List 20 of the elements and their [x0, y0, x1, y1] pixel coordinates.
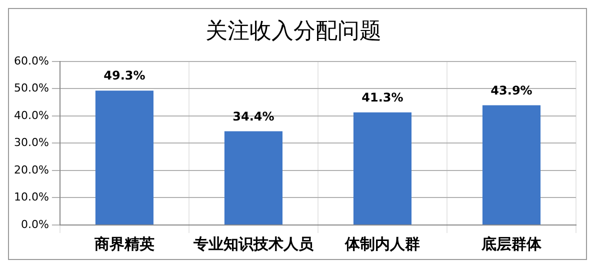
x-tick-label: 专业知识技术人员	[192, 234, 314, 253]
chart-title: 关注收入分配问题	[206, 18, 382, 44]
x-tick-label: 商界精英	[93, 234, 154, 253]
bar	[353, 112, 412, 224]
data-label: 43.9%	[490, 83, 532, 98]
data-label: 49.3%	[104, 68, 146, 83]
bar	[95, 90, 154, 224]
x-tick-label: 底层群体	[480, 234, 542, 253]
y-tick-label: 50.0%	[14, 82, 49, 95]
y-tick-label: 30.0%	[14, 136, 49, 150]
data-label: 34.4%	[232, 109, 274, 124]
x-tick-label: 体制内人群	[344, 234, 420, 253]
y-tick-label: 60.0%	[14, 54, 49, 68]
y-tick-label: 20.0%	[14, 163, 49, 176]
bar	[224, 131, 282, 224]
bar	[482, 105, 541, 224]
y-tick-label: 40.0%	[14, 108, 49, 122]
y-tick-label: 10.0%	[14, 190, 49, 204]
y-tick-label: 0.0%	[20, 218, 49, 231]
data-label: 41.3%	[362, 90, 404, 105]
